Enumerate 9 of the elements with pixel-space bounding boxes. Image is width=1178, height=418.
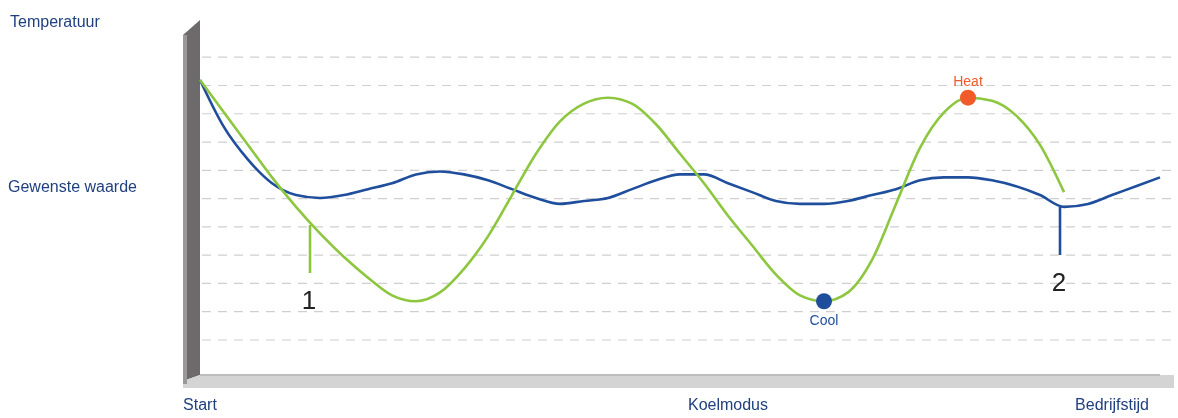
text: Temperatuur bbox=[10, 13, 101, 30]
series-label: Cool bbox=[809, 312, 839, 329]
annotation: 1 bbox=[301, 285, 317, 315]
annotation: 2 bbox=[1051, 267, 1067, 297]
x-tick-label: Koelmodus bbox=[687, 396, 769, 414]
x-tick-label: Bedrijfstijd bbox=[1075, 396, 1149, 414]
series-label: Heat bbox=[953, 72, 983, 89]
x-tick-label: Start bbox=[183, 396, 218, 414]
text: Gewenste waarde bbox=[8, 178, 138, 195]
